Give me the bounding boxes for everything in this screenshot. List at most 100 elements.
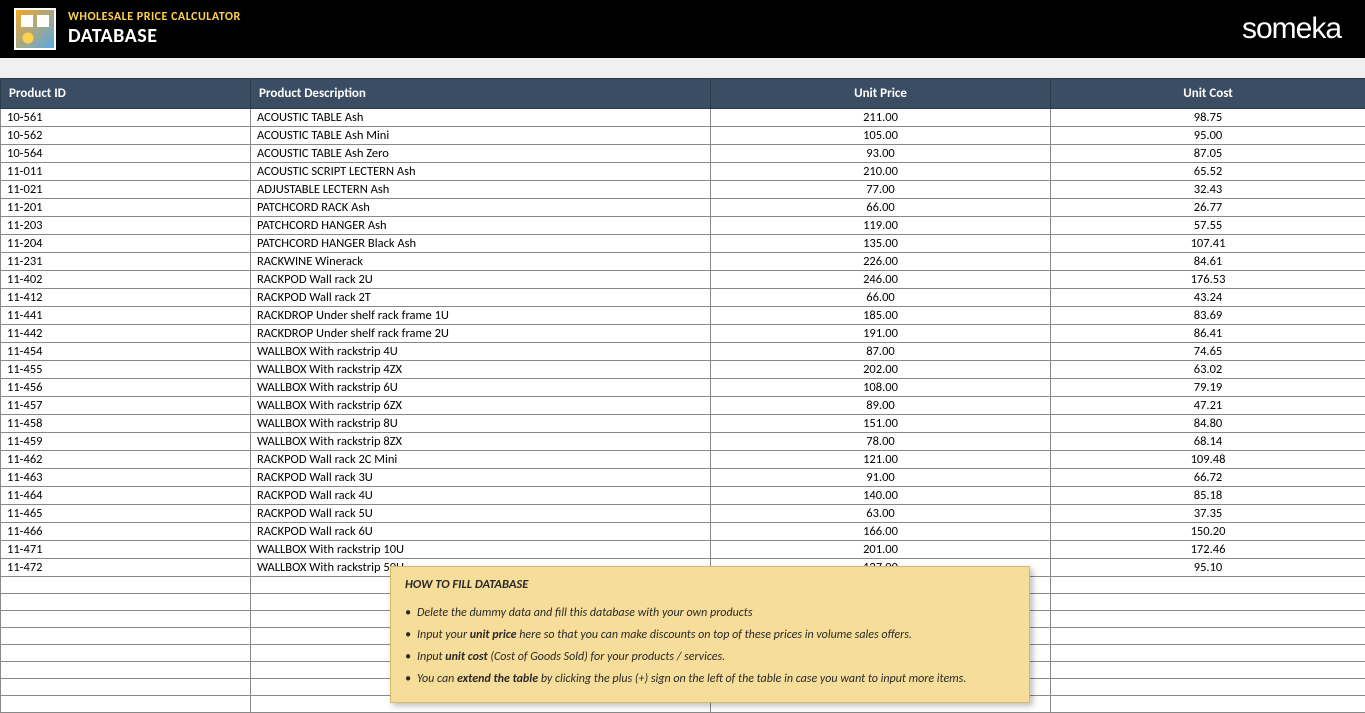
col-header-description[interactable]: Product Description <box>251 79 711 109</box>
table-cell[interactable]: 107.41 <box>1051 235 1365 253</box>
table-cell[interactable]: 83.69 <box>1051 307 1365 325</box>
table-cell[interactable]: 11-462 <box>1 451 251 469</box>
table-cell[interactable] <box>1051 679 1365 696</box>
table-cell[interactable]: 11-458 <box>1 415 251 433</box>
table-cell[interactable]: 66.00 <box>711 199 1051 217</box>
table-cell[interactable]: 211.00 <box>711 109 1051 127</box>
table-cell[interactable]: RACKPOD Wall rack 6U <box>251 523 711 541</box>
table-cell[interactable]: 63.02 <box>1051 361 1365 379</box>
table-cell[interactable] <box>1 611 251 628</box>
table-cell[interactable]: PATCHCORD HANGER Black Ash <box>251 235 711 253</box>
table-cell[interactable]: WALLBOX With rackstrip 6U <box>251 379 711 397</box>
table-cell[interactable] <box>1051 628 1365 645</box>
table-cell[interactable]: ACOUSTIC TABLE Ash <box>251 109 711 127</box>
table-cell[interactable]: 98.75 <box>1051 109 1365 127</box>
table-cell[interactable]: 108.00 <box>711 379 1051 397</box>
table-cell[interactable]: 93.00 <box>711 145 1051 163</box>
table-cell[interactable] <box>1 645 251 662</box>
table-cell[interactable]: 11-455 <box>1 361 251 379</box>
table-cell[interactable]: 11-204 <box>1 235 251 253</box>
table-cell[interactable]: 11-441 <box>1 307 251 325</box>
table-cell[interactable]: 11-442 <box>1 325 251 343</box>
table-cell[interactable] <box>1 594 251 611</box>
table-cell[interactable] <box>1051 611 1365 628</box>
table-cell[interactable] <box>1051 696 1365 713</box>
table-cell[interactable]: WALLBOX With rackstrip 10U <box>251 541 711 559</box>
table-cell[interactable]: 10-561 <box>1 109 251 127</box>
table-cell[interactable]: 201.00 <box>711 541 1051 559</box>
table-cell[interactable]: WALLBOX With rackstrip 8ZX <box>251 433 711 451</box>
table-cell[interactable]: 87.05 <box>1051 145 1365 163</box>
table-cell[interactable]: 11-412 <box>1 289 251 307</box>
table-cell[interactable]: 74.65 <box>1051 343 1365 361</box>
col-header-unit-cost[interactable]: Unit Cost <box>1051 79 1365 109</box>
table-cell[interactable]: 11-456 <box>1 379 251 397</box>
col-header-product-id[interactable]: Product ID <box>1 79 251 109</box>
table-cell[interactable] <box>1 577 251 594</box>
table-cell[interactable]: 86.41 <box>1051 325 1365 343</box>
table-cell[interactable]: 11-464 <box>1 487 251 505</box>
table-cell[interactable]: PATCHCORD RACK Ash <box>251 199 711 217</box>
table-cell[interactable]: ADJUSTABLE LECTERN Ash <box>251 181 711 199</box>
table-cell[interactable]: PATCHCORD HANGER Ash <box>251 217 711 235</box>
table-cell[interactable]: 95.00 <box>1051 127 1365 145</box>
table-cell[interactable]: 10-564 <box>1 145 251 163</box>
table-cell[interactable]: 11-201 <box>1 199 251 217</box>
table-cell[interactable] <box>1051 662 1365 679</box>
table-cell[interactable]: 11-459 <box>1 433 251 451</box>
table-cell[interactable]: RACKPOD Wall rack 2C Mini <box>251 451 711 469</box>
table-cell[interactable]: 11-454 <box>1 343 251 361</box>
table-cell[interactable]: ACOUSTIC TABLE Ash Mini <box>251 127 711 145</box>
table-cell[interactable]: WALLBOX With rackstrip 4ZX <box>251 361 711 379</box>
table-cell[interactable]: 37.35 <box>1051 505 1365 523</box>
table-cell[interactable]: 32.43 <box>1051 181 1365 199</box>
table-cell[interactable]: RACKPOD Wall rack 4U <box>251 487 711 505</box>
table-cell[interactable] <box>1 628 251 645</box>
table-cell[interactable]: 172.46 <box>1051 541 1365 559</box>
table-cell[interactable] <box>1 696 251 713</box>
table-cell[interactable]: 166.00 <box>711 523 1051 541</box>
table-cell[interactable]: 85.18 <box>1051 487 1365 505</box>
table-cell[interactable]: 89.00 <box>711 397 1051 415</box>
table-cell[interactable]: ACOUSTIC SCRIPT LECTERN Ash <box>251 163 711 181</box>
table-cell[interactable]: RACKPOD Wall rack 5U <box>251 505 711 523</box>
table-cell[interactable]: 84.61 <box>1051 253 1365 271</box>
col-header-unit-price[interactable]: Unit Price <box>711 79 1051 109</box>
table-cell[interactable] <box>1 662 251 679</box>
table-cell[interactable]: WALLBOX With rackstrip 8U <box>251 415 711 433</box>
table-cell[interactable]: 26.77 <box>1051 199 1365 217</box>
table-cell[interactable]: 11-021 <box>1 181 251 199</box>
table-cell[interactable]: 43.24 <box>1051 289 1365 307</box>
table-cell[interactable]: 202.00 <box>711 361 1051 379</box>
table-cell[interactable] <box>1051 645 1365 662</box>
table-cell[interactable]: 11-472 <box>1 559 251 577</box>
table-cell[interactable]: WALLBOX With rackstrip 6ZX <box>251 397 711 415</box>
table-cell[interactable]: 11-471 <box>1 541 251 559</box>
table-cell[interactable]: RACKPOD Wall rack 3U <box>251 469 711 487</box>
table-cell[interactable]: 78.00 <box>711 433 1051 451</box>
table-cell[interactable]: 246.00 <box>711 271 1051 289</box>
table-cell[interactable]: 87.00 <box>711 343 1051 361</box>
table-cell[interactable]: 66.72 <box>1051 469 1365 487</box>
table-cell[interactable]: 10-562 <box>1 127 251 145</box>
table-cell[interactable]: RACKPOD Wall rack 2U <box>251 271 711 289</box>
table-cell[interactable]: WALLBOX With rackstrip 4U <box>251 343 711 361</box>
table-cell[interactable]: 11-457 <box>1 397 251 415</box>
table-cell[interactable]: 65.52 <box>1051 163 1365 181</box>
table-cell[interactable]: RACKPOD Wall rack 2T <box>251 289 711 307</box>
table-cell[interactable]: 109.48 <box>1051 451 1365 469</box>
table-cell[interactable]: 91.00 <box>711 469 1051 487</box>
table-cell[interactable]: 226.00 <box>711 253 1051 271</box>
table-cell[interactable]: 84.80 <box>1051 415 1365 433</box>
table-cell[interactable]: 11-011 <box>1 163 251 181</box>
table-cell[interactable]: 63.00 <box>711 505 1051 523</box>
table-cell[interactable]: 135.00 <box>711 235 1051 253</box>
table-cell[interactable]: 57.55 <box>1051 217 1365 235</box>
table-cell[interactable]: 11-465 <box>1 505 251 523</box>
table-cell[interactable]: 95.10 <box>1051 559 1365 577</box>
table-cell[interactable] <box>1051 594 1365 611</box>
table-cell[interactable]: 68.14 <box>1051 433 1365 451</box>
table-cell[interactable]: 150.20 <box>1051 523 1365 541</box>
table-cell[interactable]: 121.00 <box>711 451 1051 469</box>
table-cell[interactable]: 151.00 <box>711 415 1051 433</box>
